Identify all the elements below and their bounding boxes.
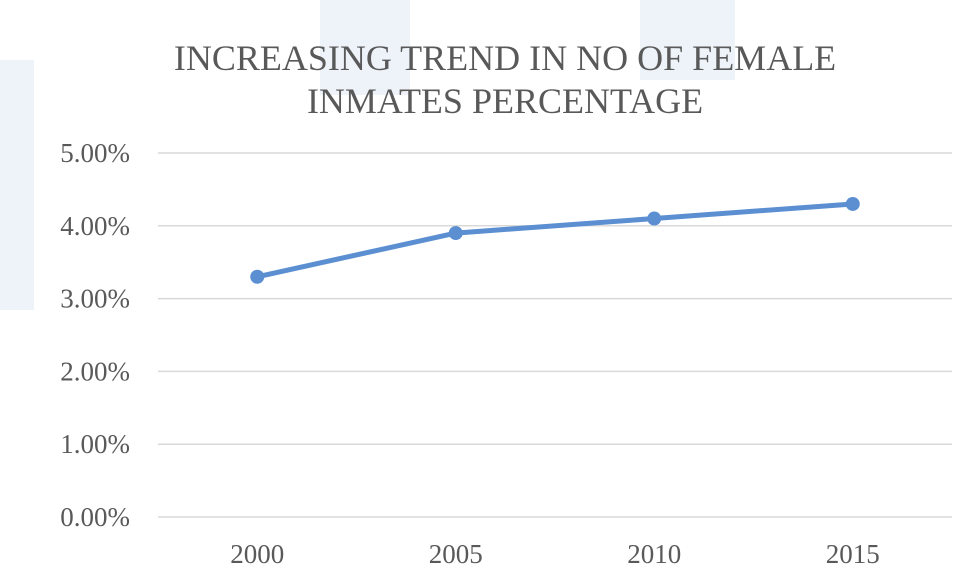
data-point [448,226,463,241]
watermark-shape-right [640,0,735,80]
y-tick-label: 4.00% [60,211,130,241]
y-tick-label: 5.00% [60,138,130,168]
y-axis-tick-labels: 0.00% 1.00% 2.00% 3.00% 4.00% 5.00% [60,138,130,532]
y-tick-label: 1.00% [60,429,130,459]
x-tick-label: 2010 [627,539,681,568]
series-line [254,201,856,280]
data-point [250,269,265,284]
data-point [647,211,662,226]
x-axis-tick-labels: 2000 2005 2010 2015 [230,539,880,568]
y-tick-label: 2.00% [60,356,130,386]
x-tick-label: 2005 [429,539,483,568]
x-tick-label: 2000 [230,539,284,568]
chart-title: INCREASING TREND IN NO OF FEMALE INMATES… [174,38,836,121]
y-tick-label: 0.00% [60,502,130,532]
x-tick-label: 2015 [826,539,880,568]
watermark-shape-center [320,0,410,95]
chart-title-line-2: INMATES PERCENTAGE [307,81,703,121]
data-point [845,196,860,211]
series [250,196,860,284]
chart-title-line-1: INCREASING TREND IN NO OF FEMALE [174,38,836,78]
watermark-shape-left [0,60,34,310]
y-tick-label: 3.00% [60,284,130,314]
